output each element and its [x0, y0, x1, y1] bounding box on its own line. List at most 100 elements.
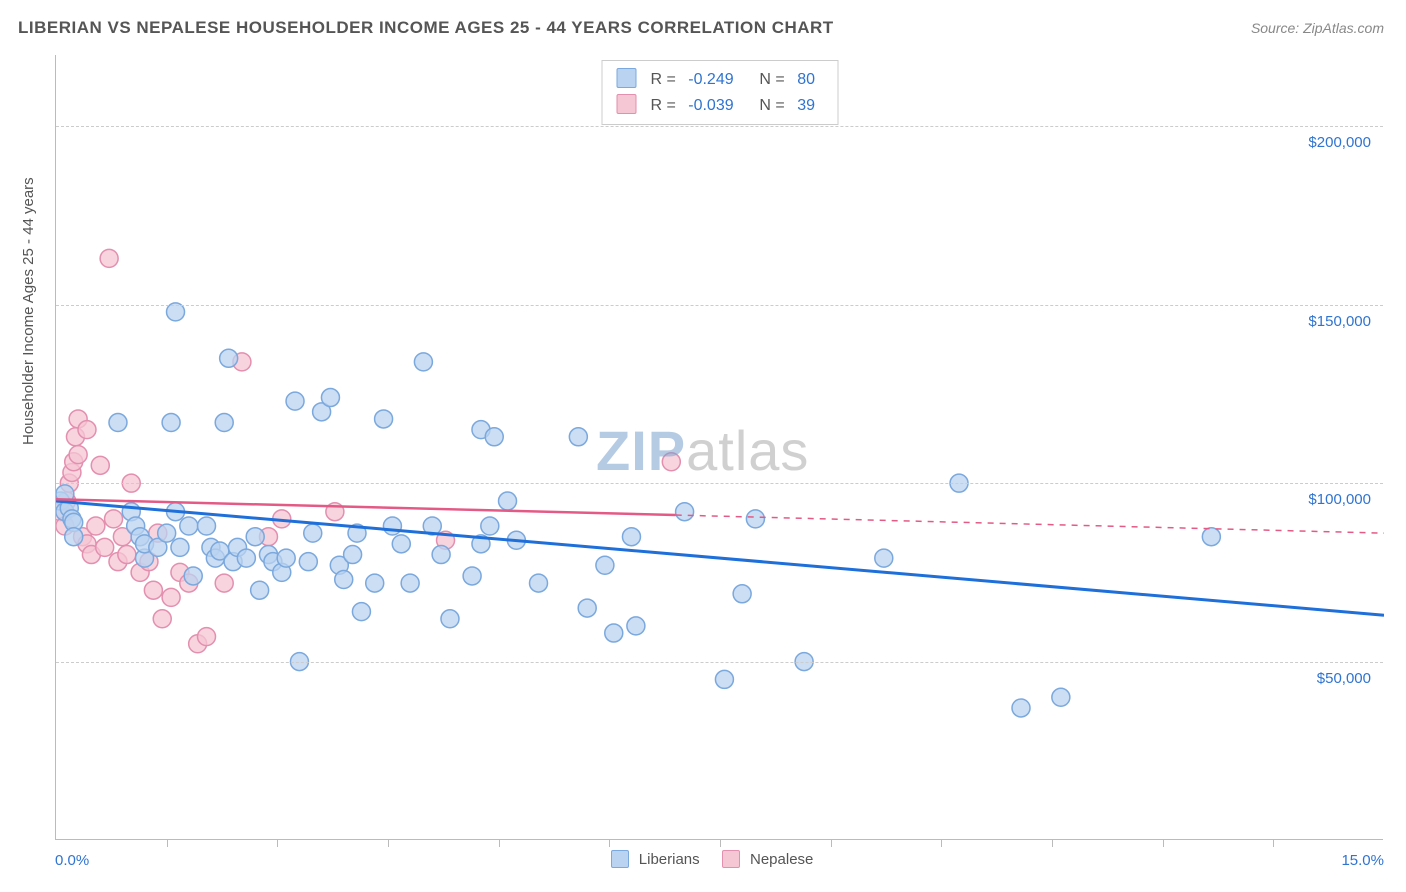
liberians-legend-label: Liberians — [639, 851, 700, 868]
nepalese-swatch-icon — [616, 94, 636, 114]
data-point — [304, 524, 322, 542]
n-label: N = — [759, 97, 784, 114]
legend: Liberians Nepalese — [0, 850, 1406, 868]
chart-plot-area: R = -0.249 N = 80 R = -0.039 N = 39 ZIPa… — [55, 55, 1383, 840]
gridline — [56, 126, 1383, 127]
data-point — [375, 410, 393, 428]
r-label: R = — [650, 71, 675, 88]
liberians-legend-swatch-icon — [611, 850, 629, 868]
data-point — [335, 571, 353, 589]
data-point — [184, 567, 202, 585]
y-tick-label: $50,000 — [1317, 670, 1371, 687]
data-point — [153, 610, 171, 628]
data-point — [401, 574, 419, 592]
data-point — [733, 585, 751, 603]
data-point — [109, 414, 127, 432]
data-point — [485, 428, 503, 446]
data-point — [198, 517, 216, 535]
data-point — [118, 546, 136, 564]
data-point — [481, 517, 499, 535]
data-point — [414, 353, 432, 371]
y-tick-label: $200,000 — [1308, 134, 1371, 151]
data-point — [299, 553, 317, 571]
x-tick — [720, 839, 721, 847]
x-tick — [1163, 839, 1164, 847]
data-point — [596, 556, 614, 574]
liberians-swatch-icon — [616, 68, 636, 88]
nepalese-r-value: -0.039 — [688, 97, 733, 114]
correlation-box: R = -0.249 N = 80 R = -0.039 N = 39 — [601, 60, 838, 125]
data-point — [251, 581, 269, 599]
n-label: N = — [759, 71, 784, 88]
data-point — [246, 528, 264, 546]
data-point — [875, 549, 893, 567]
data-point — [441, 610, 459, 628]
data-point — [1052, 688, 1070, 706]
data-point — [676, 503, 694, 521]
nepalese-legend-label: Nepalese — [750, 851, 813, 868]
data-point — [277, 549, 295, 567]
data-point — [499, 492, 517, 510]
correlation-row-liberians: R = -0.249 N = 80 — [616, 67, 823, 93]
trend-line-extrapolated — [676, 515, 1384, 533]
x-tick — [1052, 839, 1053, 847]
gridline — [56, 305, 1383, 306]
x-tick — [388, 839, 389, 847]
y-tick-label: $150,000 — [1308, 313, 1371, 330]
gridline — [56, 662, 1383, 663]
data-point — [746, 510, 764, 528]
data-point — [162, 588, 180, 606]
gridline — [56, 483, 1383, 484]
data-point — [352, 603, 370, 621]
liberians-n-value: 80 — [797, 71, 815, 88]
data-point — [286, 392, 304, 410]
data-point — [162, 414, 180, 432]
data-point — [65, 528, 83, 546]
data-point — [432, 546, 450, 564]
y-tick-label: $100,000 — [1308, 491, 1371, 508]
data-point — [1202, 528, 1220, 546]
data-point — [215, 414, 233, 432]
x-tick — [941, 839, 942, 847]
data-point — [530, 574, 548, 592]
data-point — [578, 599, 596, 617]
data-point — [78, 421, 96, 439]
data-point — [605, 624, 623, 642]
data-point — [344, 546, 362, 564]
liberians-r-value: -0.249 — [688, 71, 733, 88]
data-point — [69, 446, 87, 464]
nepalese-n-value: 39 — [797, 97, 815, 114]
data-point — [220, 349, 238, 367]
data-point — [366, 574, 384, 592]
data-point — [569, 428, 587, 446]
data-point — [392, 535, 410, 553]
data-point — [87, 517, 105, 535]
data-point — [463, 567, 481, 585]
data-point — [627, 617, 645, 635]
correlation-row-nepalese: R = -0.039 N = 39 — [616, 93, 823, 119]
data-point — [321, 389, 339, 407]
source-citation: Source: ZipAtlas.com — [1251, 20, 1384, 36]
scatter-plot-svg — [56, 55, 1384, 840]
data-point — [91, 456, 109, 474]
chart-title: LIBERIAN VS NEPALESE HOUSEHOLDER INCOME … — [18, 18, 834, 38]
r-label: R = — [650, 97, 675, 114]
data-point — [383, 517, 401, 535]
data-point — [144, 581, 162, 599]
data-point — [180, 517, 198, 535]
data-point — [198, 628, 216, 646]
x-tick — [277, 839, 278, 847]
data-point — [100, 249, 118, 267]
data-point — [237, 549, 255, 567]
x-tick — [609, 839, 610, 847]
y-axis-label: Householder Income Ages 25 - 44 years — [20, 177, 37, 445]
x-tick — [167, 839, 168, 847]
trend-line — [56, 499, 676, 515]
nepalese-legend-swatch-icon — [722, 850, 740, 868]
data-point — [662, 453, 680, 471]
data-point — [1012, 699, 1030, 717]
data-point — [158, 524, 176, 542]
data-point — [96, 538, 114, 556]
data-point — [105, 510, 123, 528]
x-tick — [831, 839, 832, 847]
